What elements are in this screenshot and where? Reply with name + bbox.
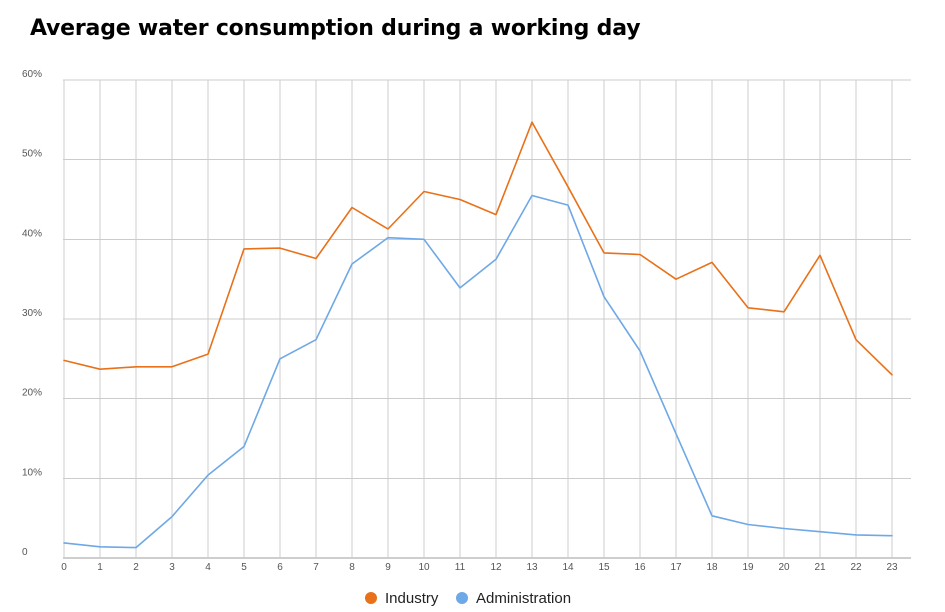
x-tick-label: 18 [706,562,718,573]
data-point-industry [565,184,571,190]
legend-swatch-administration [456,592,468,604]
data-point-administration [565,202,571,208]
x-tick-label: 5 [241,562,247,573]
x-tick-label: 11 [455,562,466,573]
data-point-administration [421,236,427,242]
data-point-industry [601,250,607,256]
x-tick-label: 14 [562,562,574,573]
legend-swatch-industry [365,592,377,604]
series-lines [61,119,895,551]
series-industry [61,119,895,378]
x-tick-label: 9 [385,562,391,573]
data-point-administration [313,337,319,343]
x-tick-label: 21 [814,562,826,573]
legend[interactable]: Industry Administration [365,590,571,607]
chart-title: Average water consumption during a worki… [30,16,641,41]
data-point-industry [97,366,103,372]
x-tick-label: 6 [277,562,283,573]
x-tick-label: 4 [205,562,211,573]
x-tick-label: 23 [886,562,898,573]
data-point-industry [889,372,895,378]
x-tick-label: 13 [526,562,538,573]
data-point-industry [421,189,427,195]
series-line-administration [63,194,893,549]
data-point-administration [889,533,895,539]
data-point-administration [673,431,679,437]
x-tick-label: 22 [850,562,862,573]
grid [63,79,911,559]
data-point-administration [709,513,715,519]
data-point-administration [277,356,283,362]
x-tick-label: 15 [598,562,610,573]
data-point-administration [169,514,175,520]
data-point-industry [313,255,319,261]
data-point-administration [745,522,751,528]
x-tick-label: 8 [349,562,355,573]
data-point-administration [133,545,139,551]
y-tick-label: 40% [22,228,42,239]
data-point-industry [781,309,787,315]
data-point-administration [817,529,823,535]
data-point-industry [169,364,175,370]
x-tick-label: 12 [490,562,502,573]
series-administration [61,193,895,551]
y-tick-label: 0 [22,547,28,558]
y-tick-label: 60% [22,69,42,80]
data-point-administration [529,193,535,199]
x-tick-label: 1 [97,562,103,573]
data-point-industry [385,226,391,232]
y-tick-label: 30% [22,308,42,319]
legend-item-industry[interactable]: Industry [365,590,439,607]
x-tick-label: 7 [313,562,319,573]
data-point-industry [349,204,355,210]
data-point-industry [529,119,535,125]
data-point-administration [241,443,247,449]
data-point-industry [637,251,643,257]
y-tick-label: 20% [22,388,42,399]
x-tick-label: 0 [61,562,67,573]
legend-item-administration[interactable]: Administration [456,590,571,607]
data-point-administration [601,294,607,300]
data-point-administration [781,526,787,532]
data-point-industry [133,364,139,370]
x-tick-label: 2 [133,562,139,573]
data-point-administration [457,285,463,291]
data-point-industry [61,357,67,363]
data-point-administration [205,472,211,478]
data-point-industry [241,246,247,252]
series-line-industry [63,121,893,376]
data-point-administration [61,540,67,546]
data-point-administration [385,235,391,241]
data-point-industry [457,197,463,203]
data-point-industry [853,337,859,343]
y-tick-label: 50% [22,149,42,160]
x-tick-label: 19 [742,562,754,573]
y-axis: 0 10% 20% 30% 40% 50% 60% [22,69,42,558]
x-tick-label: 20 [778,562,790,573]
data-point-industry [205,351,211,357]
legend-label-industry: Industry [385,590,439,607]
data-point-administration [853,532,859,538]
data-point-industry [277,245,283,251]
data-point-industry [493,212,499,218]
x-tick-label: 10 [418,562,430,573]
x-tick-label: 17 [670,562,682,573]
x-axis: 0 1 2 3 4 5 6 7 8 9 10 11 12 13 14 15 16 17 18 19 20 21 22 23 [61,562,898,573]
data-point-industry [709,259,715,265]
data-point-administration [97,544,103,550]
data-point-administration [493,256,499,262]
x-tick-label: 16 [634,562,646,573]
x-tick-label: 3 [169,562,175,573]
data-point-industry [745,305,751,311]
legend-label-administration: Administration [476,590,571,607]
data-point-administration [637,348,643,354]
y-tick-label: 10% [22,467,42,478]
data-point-administration [349,261,355,267]
data-point-industry [673,276,679,282]
data-point-industry [817,252,823,258]
